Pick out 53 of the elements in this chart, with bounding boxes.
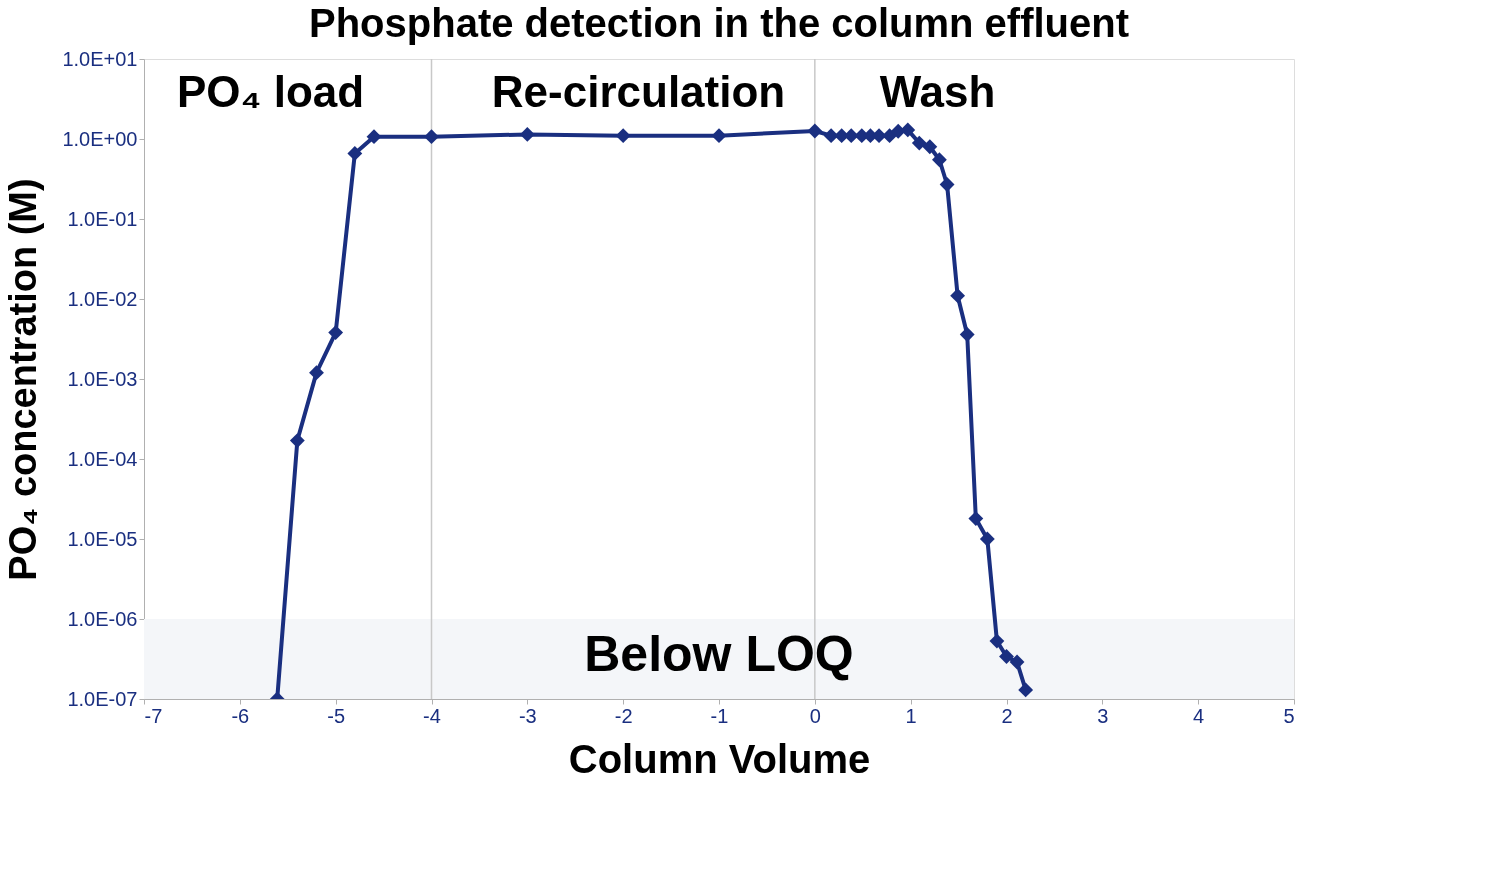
- x-tick-label: 2: [1001, 704, 1013, 727]
- y-tick-label: 1.0E-04: [67, 447, 138, 470]
- point: [989, 633, 1005, 649]
- annotation: Wash: [879, 67, 996, 116]
- x-tick-label: 3: [1097, 704, 1109, 727]
- point: [1009, 654, 1025, 670]
- x-tick-label: -6: [231, 704, 250, 727]
- point: [711, 128, 727, 144]
- point: [922, 139, 938, 155]
- point: [309, 365, 324, 381]
- point: [959, 327, 975, 342]
- x-tick-label: 5: [1283, 704, 1295, 727]
- y-tick-label: 1.0E-02: [67, 287, 138, 310]
- chart-title: Phosphate detection in the column effluent: [308, 1, 1130, 45]
- point: [939, 177, 955, 192]
- point: [1018, 682, 1034, 698]
- x-tick-label: 4: [1193, 704, 1205, 727]
- x-tick-label: -2: [614, 704, 633, 727]
- point: [615, 128, 631, 144]
- point: [999, 649, 1014, 664]
- x-tick-label: 0: [809, 704, 821, 727]
- x-tick-label: -4: [423, 704, 441, 727]
- band-label: Below LOQ: [584, 626, 854, 682]
- point: [366, 129, 382, 145]
- annotation: Re-circulation: [491, 67, 786, 116]
- x-axis-title: Column Volume: [568, 736, 871, 781]
- point: [347, 146, 363, 161]
- point: [519, 127, 535, 142]
- y-tick-label: 1.0E-03: [67, 367, 138, 390]
- x-tick-label: -1: [710, 704, 729, 727]
- point: [911, 135, 927, 151]
- point: [950, 288, 966, 304]
- point: [807, 123, 823, 139]
- point: [968, 511, 984, 526]
- point: [979, 531, 995, 547]
- point: [328, 325, 344, 341]
- point: [900, 122, 916, 138]
- point: [289, 433, 305, 448]
- annotation: PO₄ load: [176, 67, 365, 116]
- y-tick-label: 1.0E-01: [67, 207, 138, 230]
- y-tick-label: 1.0E+01: [62, 47, 138, 70]
- x-tick-label: -3: [518, 704, 537, 727]
- point: [932, 152, 947, 168]
- y-axis-title: PO₄ concentration (M): [2, 178, 45, 581]
- x-tick-label: -7: [144, 704, 163, 727]
- point: [882, 128, 897, 144]
- y-tick-label: 1.0E-05: [67, 527, 138, 550]
- y-tick-label: 1.0E+00: [62, 127, 138, 150]
- x-tick-label: 1: [905, 704, 917, 727]
- x-tick-label: -5: [327, 704, 346, 727]
- point: [424, 129, 439, 145]
- y-tick-label: 1.0E-07: [67, 687, 138, 710]
- y-tick-label: 1.0E-06: [67, 607, 138, 630]
